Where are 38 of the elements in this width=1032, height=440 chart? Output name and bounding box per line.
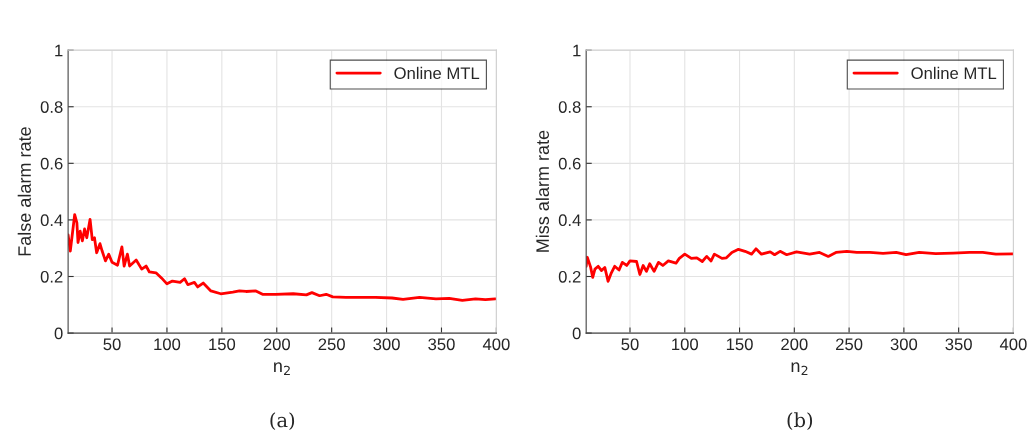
- y-tick-label: 0: [572, 327, 581, 340]
- y-tick-label: 0.4: [558, 214, 581, 227]
- y-tick-label: 0.2: [558, 270, 581, 283]
- x-axis-title: n$_{2}$: [274, 362, 290, 376]
- line-series: [586, 247, 1014, 283]
- x-tick-label: 300: [890, 338, 918, 351]
- y-axis-title: False alarm rate: [17, 127, 31, 256]
- y-tick-label: 0.8: [558, 101, 581, 113]
- y-tick-label: 0.6: [40, 157, 63, 170]
- y-tick-label: 0.4: [40, 214, 63, 227]
- x-tick-label: 50: [621, 338, 639, 351]
- text: (a): [270, 412, 295, 431]
- y-tick-label: 0.8: [40, 101, 63, 113]
- y-tick-label: 0.2: [40, 270, 63, 283]
- x-tick-label: 350: [428, 338, 455, 351]
- x-tick-label: 300: [373, 338, 400, 351]
- x-tick-label: 350: [945, 338, 972, 351]
- x-axis-title: n$_{2}$: [791, 362, 808, 376]
- x-tick-label: 400: [482, 338, 510, 351]
- x-tick-label: 400: [999, 338, 1027, 351]
- y-axis-title: Miss alarm rate: [535, 130, 550, 252]
- y-tick-label: 0.6: [558, 157, 581, 170]
- x-tick-label: 250: [836, 338, 863, 351]
- x-tick-label: 150: [209, 338, 236, 351]
- legend-label: Online MTL: [394, 66, 480, 80]
- x-tick-label: 100: [672, 338, 699, 351]
- x-tick-label: 200: [263, 338, 291, 351]
- y-tick-label: 1: [573, 44, 581, 57]
- line-series: [68, 213, 497, 302]
- text: (b): [787, 412, 813, 431]
- x-tick-label: 150: [726, 338, 753, 351]
- y-tick-label: 0: [54, 327, 63, 340]
- x-tick-label: 250: [318, 338, 345, 351]
- x-tick-label: 50: [103, 338, 121, 351]
- y-tick-label: 1: [55, 44, 63, 57]
- x-tick-label: 100: [154, 338, 181, 351]
- x-tick-label: 200: [781, 338, 808, 351]
- legend-label: Online MTL: [911, 66, 997, 80]
